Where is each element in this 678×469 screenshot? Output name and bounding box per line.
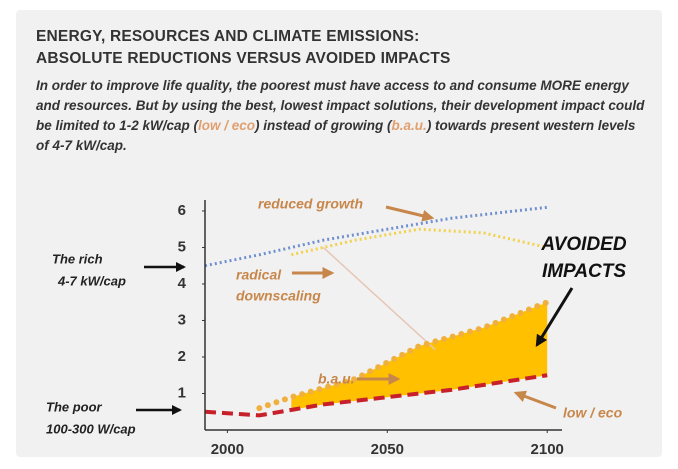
text: b.a.u. <box>391 118 427 133</box>
series-line <box>322 246 436 351</box>
y-tick-label: 6 <box>178 202 186 219</box>
arrow <box>385 205 435 222</box>
series-line <box>204 205 548 268</box>
series-line <box>204 373 548 418</box>
plot <box>204 205 551 418</box>
x-tick-label: 2000 <box>211 441 244 458</box>
annotation: 4-7 kW/cap <box>57 273 126 288</box>
annotation: AVOIDED <box>540 234 626 255</box>
annotation: downscaling <box>236 288 321 304</box>
annotation: The rich <box>52 251 103 266</box>
title-line: ABSOLUTE REDUCTIONS VERSUS AVOIDED IMPAC… <box>36 50 451 67</box>
description: In order to improve life quality, the po… <box>36 76 646 156</box>
y-tick-label: 4 <box>178 275 187 292</box>
text: low / eco <box>198 118 256 133</box>
x-tick-label: 2100 <box>531 441 564 458</box>
annotation: IMPACTS <box>542 261 626 282</box>
avoided-impacts-area <box>291 302 548 410</box>
annotation: The poor <box>46 399 103 414</box>
x-tick-label: 2050 <box>371 441 404 458</box>
header: ENERGY, RESOURCES AND CLIMATE EMISSIONS:… <box>36 26 646 156</box>
annotation: b.a.u. <box>318 371 355 387</box>
text: ) towards present western levels of 4-7 … <box>36 118 636 153</box>
arrow <box>513 390 557 410</box>
annotation: reduced growth <box>258 196 363 212</box>
annotation: radical <box>236 267 282 283</box>
y-tick-label: 5 <box>178 238 186 255</box>
y-tick-label: 3 <box>178 311 186 328</box>
text: In order to improve life quality, the po… <box>36 78 645 133</box>
title-line: ENERGY, RESOURCES AND CLIMATE EMISSIONS: <box>36 28 420 45</box>
y-tick-label: 1 <box>178 384 186 401</box>
annotation: low / eco <box>563 405 623 421</box>
y-tick-label: 2 <box>178 348 186 365</box>
text: ) instead of growing ( <box>255 118 392 133</box>
series-line <box>291 227 548 257</box>
arrow <box>535 287 574 348</box>
annotation: 100-300 W/cap <box>46 421 136 436</box>
series-line <box>256 299 551 412</box>
